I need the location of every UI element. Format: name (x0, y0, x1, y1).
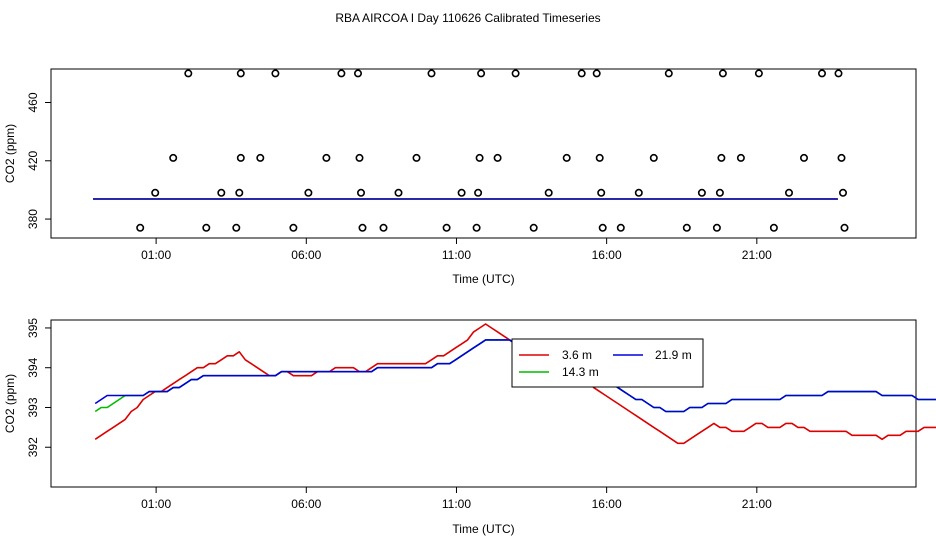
data-point (236, 153, 245, 162)
scatter-panel: 01:00 06:00 11:00 16:00 21:00 380 420 460 Time… (3, 68, 917, 286)
data-point (427, 69, 436, 78)
data-point (717, 153, 726, 162)
data-point (355, 153, 364, 162)
data-point (634, 188, 643, 197)
data-point (840, 223, 849, 232)
data-point (477, 69, 486, 78)
data-point (353, 69, 362, 78)
data-point (562, 153, 571, 162)
data-point (834, 69, 843, 78)
legend-label: 21.9 m (655, 348, 692, 362)
data-point (394, 188, 403, 197)
x-tick-label: 21:00 (742, 497, 772, 511)
y-tick-label: 392 (26, 437, 40, 457)
data-point (474, 188, 483, 197)
data-point (457, 188, 466, 197)
data-point (271, 69, 280, 78)
series-line (94, 339, 936, 413)
data-point (511, 69, 520, 78)
plot-frame (50, 319, 917, 488)
data-point (232, 223, 241, 232)
data-point (597, 188, 606, 197)
chart-title: RBA AIRCOA I Day 110626 Calibrated Times… (335, 11, 600, 25)
data-point (256, 153, 265, 162)
data-point (337, 69, 346, 78)
line-panel: 01:00 06:00 11:00 16:00 21:00 392 393 394 395 3… (3, 318, 936, 536)
data-point (754, 69, 763, 78)
data-point (289, 223, 298, 232)
x-axis-label: Time (UTC) (452, 522, 514, 536)
y-tick-label: 395 (26, 318, 40, 338)
data-point (697, 188, 706, 197)
data-point (235, 188, 244, 197)
x-tick-label: 21:00 (742, 248, 772, 262)
x-tick-label: 16:00 (592, 248, 622, 262)
data-point (598, 223, 607, 232)
data-point (769, 223, 778, 232)
y-tick-label: 393 (26, 397, 40, 417)
legend: 3.6 m 21.9 m 14.3 m (511, 338, 704, 388)
x-tick-label: 11:00 (442, 248, 471, 262)
data-point (379, 223, 388, 232)
data-point (544, 188, 553, 197)
data-point (356, 188, 365, 197)
data-point (202, 223, 211, 232)
data-point (784, 188, 793, 197)
data-point (217, 188, 226, 197)
data-point (838, 188, 847, 197)
data-point (592, 69, 601, 78)
data-point (837, 153, 846, 162)
legend-label: 14.3 m (562, 365, 599, 379)
data-point (358, 223, 367, 232)
data-point (236, 69, 245, 78)
y-axis-label: CO2 (ppm) (3, 124, 17, 183)
y-tick-label: 420 (26, 150, 40, 170)
y-axis-label: CO2 (ppm) (3, 374, 17, 433)
x-axis-label: Time (UTC) (452, 272, 514, 286)
data-point (412, 153, 421, 162)
data-point (682, 223, 691, 232)
y-tick-label: 380 (26, 209, 40, 229)
x-tick-label: 01:00 (141, 497, 171, 511)
x-tick-label: 11:00 (442, 497, 471, 511)
data-point (136, 223, 145, 232)
data-point (799, 153, 808, 162)
x-tick-label: 06:00 (291, 248, 321, 262)
data-point (169, 153, 178, 162)
y-tick-label: 460 (26, 92, 40, 112)
data-point (649, 153, 658, 162)
data-point (184, 69, 193, 78)
data-point (715, 188, 724, 197)
data-point (151, 188, 160, 197)
plot-frame (50, 68, 917, 239)
data-point (442, 223, 451, 232)
data-point (493, 153, 502, 162)
data-point (595, 153, 604, 162)
x-tick-label: 06:00 (291, 497, 321, 511)
data-point (475, 153, 484, 162)
y-tick-label: 394 (26, 357, 40, 377)
x-tick-label: 16:00 (592, 497, 622, 511)
x-tick-label: 01:00 (141, 248, 171, 262)
legend-box (511, 338, 704, 388)
data-point (736, 153, 745, 162)
data-point (664, 69, 673, 78)
legend-label: 3.6 m (562, 348, 592, 362)
data-point (304, 188, 313, 197)
data-point (712, 223, 721, 232)
data-point (817, 69, 826, 78)
data-point (718, 69, 727, 78)
data-point (577, 69, 586, 78)
data-point (529, 223, 538, 232)
data-point (322, 153, 331, 162)
data-point (616, 223, 625, 232)
data-point (472, 223, 481, 232)
